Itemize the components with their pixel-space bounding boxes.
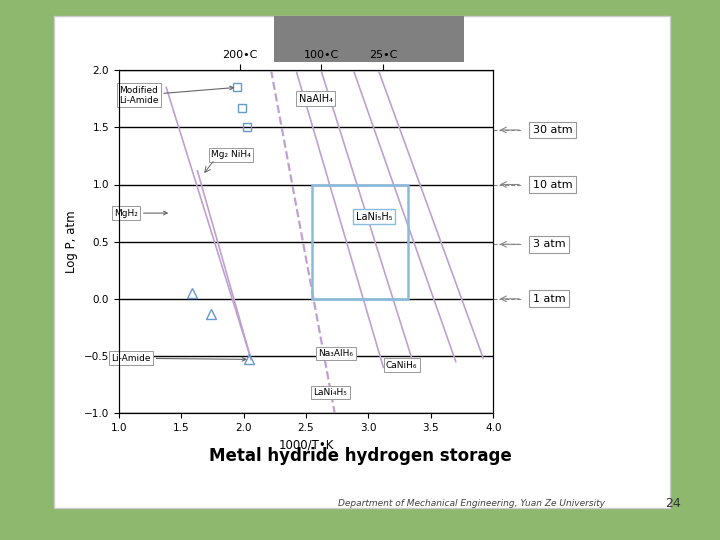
Text: Modified
Li-Amide: Modified Li-Amide	[119, 86, 233, 105]
Text: Metal hydride hydrogen storage: Metal hydride hydrogen storage	[209, 447, 511, 465]
Text: LaNi₄H₅: LaNi₄H₅	[313, 388, 347, 397]
Text: Mg₂ NiH₄: Mg₂ NiH₄	[211, 150, 251, 159]
Text: Li-Amide: Li-Amide	[112, 354, 246, 363]
Text: LaNi₅H₅: LaNi₅H₅	[356, 212, 392, 221]
Text: MgH₂: MgH₂	[114, 208, 167, 218]
FancyBboxPatch shape	[54, 16, 670, 508]
Text: 24: 24	[665, 497, 681, 510]
Text: Department of Mechanical Engineering, Yuan Ze University: Department of Mechanical Engineering, Yu…	[338, 499, 605, 508]
X-axis label: 1000/T•K: 1000/T•K	[279, 438, 333, 451]
FancyBboxPatch shape	[274, 16, 464, 62]
Text: 1 atm: 1 atm	[533, 294, 565, 304]
Text: Na₃AlH₆: Na₃AlH₆	[318, 349, 354, 358]
Text: CaNiH₆: CaNiH₆	[386, 361, 418, 369]
Text: NaAlH₄: NaAlH₄	[299, 94, 333, 104]
Y-axis label: Log P, atm: Log P, atm	[66, 211, 78, 273]
Text: 30 atm: 30 atm	[533, 125, 572, 135]
Bar	[312, 185, 408, 299]
Text: 3 atm: 3 atm	[533, 239, 565, 249]
Text: 10 atm: 10 atm	[533, 179, 572, 190]
